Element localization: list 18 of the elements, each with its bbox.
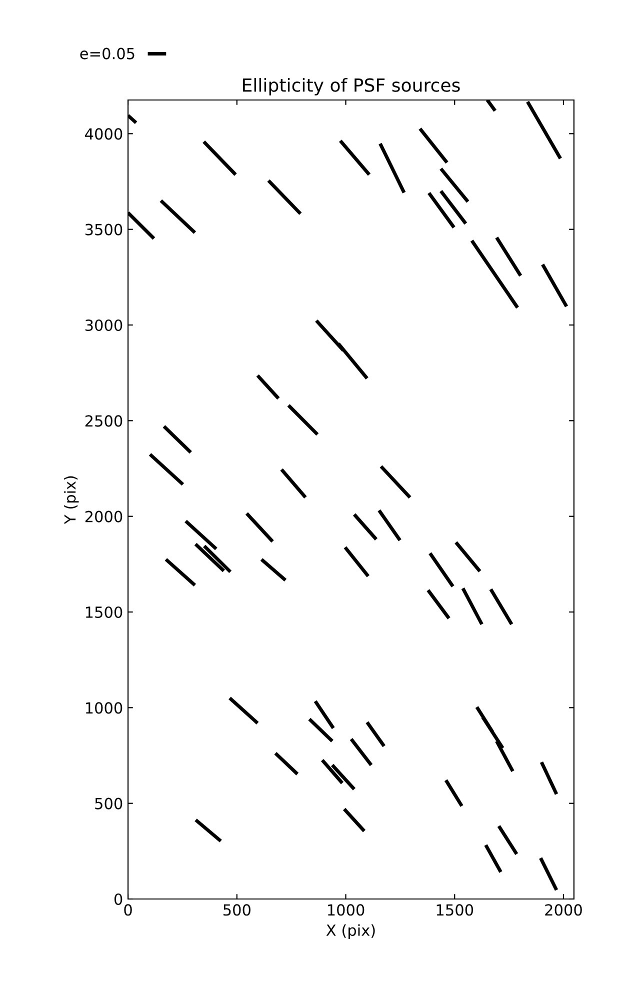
y-tick-label: 0 <box>114 893 122 906</box>
chart-title: Ellipticity of PSF sources <box>243 78 460 96</box>
y-tick-label: 2000 <box>85 510 122 522</box>
y-tick-label: 4000 <box>85 128 122 140</box>
y-tick-label: 2500 <box>85 415 122 427</box>
y-tick-label: 500 <box>95 798 122 810</box>
x-tick-label: 500 <box>224 904 250 916</box>
x-tick-label: 1500 <box>436 904 474 916</box>
x-tick-label: 0 <box>124 904 132 916</box>
y-tick-label: 1000 <box>86 702 122 714</box>
legend-label: e=0.05 <box>80 48 134 60</box>
y-tick-label: 1500 <box>86 606 122 618</box>
y-axis-title: Y (pix) <box>64 476 79 524</box>
x-tick-label: 2000 <box>545 904 582 916</box>
y-tick-label: 3000 <box>85 319 122 332</box>
x-tick-label: 1000 <box>328 904 364 916</box>
y-tick-label: 3500 <box>85 224 122 236</box>
x-axis-title: X (pix) <box>326 924 375 939</box>
